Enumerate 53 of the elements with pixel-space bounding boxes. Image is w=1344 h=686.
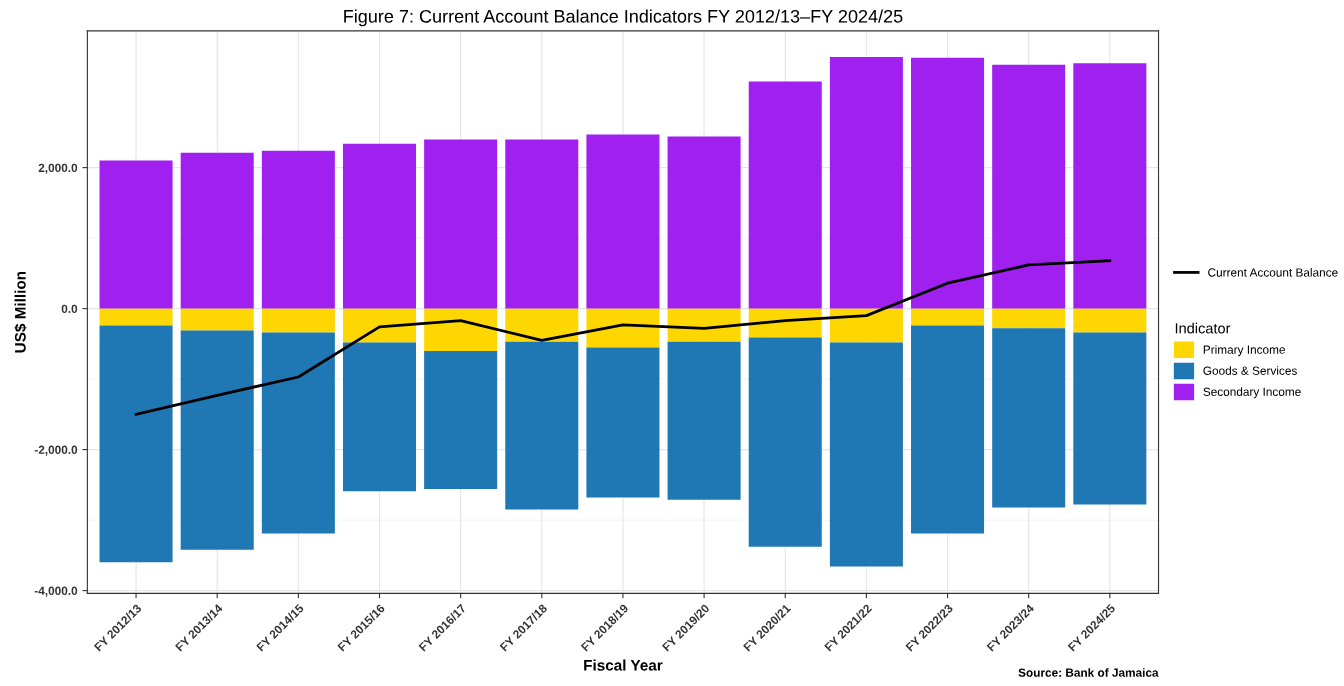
y-tick-label: 0.0 [61,304,78,313]
bar [748,308,822,338]
bar [342,308,417,343]
bar [586,134,660,309]
bar [180,152,254,309]
bar [1073,63,1147,309]
bar [992,308,1066,329]
bar [586,308,660,348]
bar [342,143,417,309]
bar [505,341,579,510]
bar [586,347,660,498]
bar [829,308,903,343]
bar [667,308,741,342]
bar [424,350,498,490]
x-axis-title: Fiscal Year [584,659,663,671]
bar [829,342,903,567]
bar [99,325,173,563]
bar [992,64,1066,309]
legend-label: Primary Income [1203,345,1285,357]
bar [99,160,173,309]
bar [911,308,985,326]
bar [911,57,985,309]
bar [99,308,173,326]
bar [424,139,498,309]
legend-label: Current Account Balance [1208,268,1338,277]
bar [748,81,822,309]
bar [505,139,579,309]
bar [342,342,417,492]
legend-title: Indicator [1175,322,1231,334]
chart-title: Figure 7: Current Account Balance Indicators FY 2012/13–FY 2024/25 [344,9,903,27]
y-tick-label: 2,000.0 [38,163,78,174]
legend-label: Goods & Services [1203,366,1297,375]
line-series [134,259,1112,416]
bar [261,150,335,309]
y-tick-label: -4,000.0 [34,586,78,597]
bar [261,308,335,333]
bar [911,325,985,534]
bar [505,308,579,342]
bar [667,136,741,309]
y-tick-label: -2,000.0 [34,445,78,456]
bar [261,332,335,534]
bar [748,337,822,547]
bar [992,328,1066,508]
bar [1073,332,1147,505]
bar [1073,308,1147,333]
y-axis-title: US$ Million [14,271,27,353]
bar [180,330,254,550]
bar [667,341,741,500]
legend-label: Secondary Income [1203,387,1301,399]
source-note: Source: Bank of Jamaica [1018,668,1159,677]
bar [180,308,254,331]
bar [829,56,903,309]
bar [424,308,498,351]
